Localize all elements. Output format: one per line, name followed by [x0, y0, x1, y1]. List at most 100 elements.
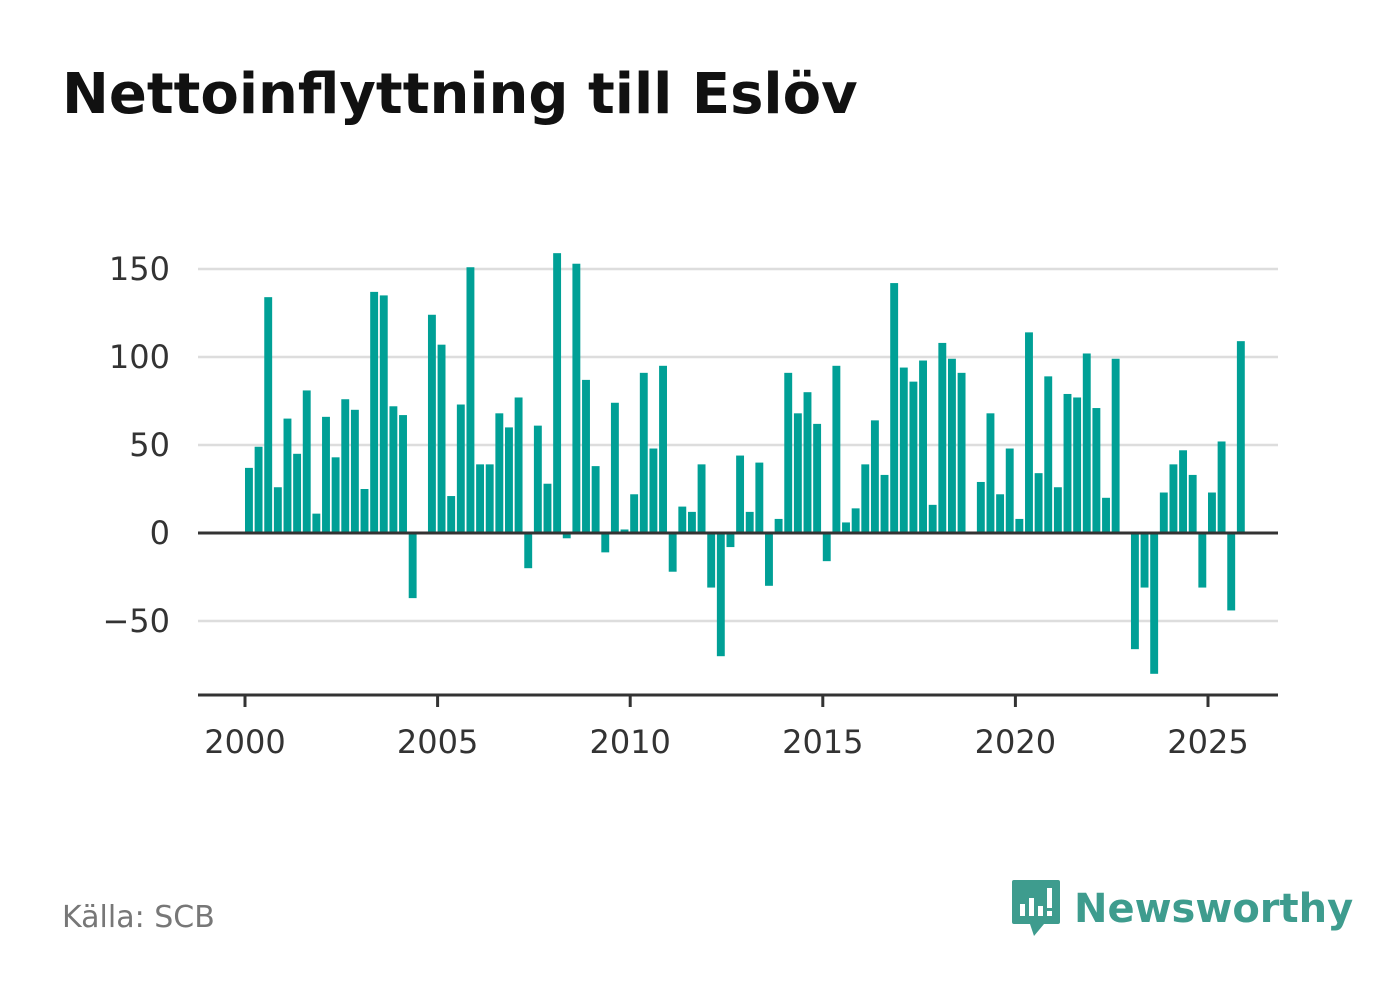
- x-tick-label: 2005: [397, 723, 478, 761]
- bar: [1159, 492, 1168, 533]
- bar: [813, 423, 822, 533]
- x-tick-label: 2010: [589, 723, 670, 761]
- bar: [630, 494, 639, 533]
- bar: [745, 511, 754, 533]
- bar: [447, 496, 456, 533]
- bar: [350, 409, 359, 533]
- y-tick-label: 150: [109, 250, 170, 288]
- bar: [803, 392, 812, 533]
- bar: [1073, 397, 1082, 533]
- bar: [524, 533, 533, 569]
- x-tick-label: 2025: [1167, 723, 1248, 761]
- bar: [842, 522, 850, 533]
- brand-logo: Newsworthy: [1010, 878, 1353, 940]
- bar: [986, 413, 995, 533]
- bar: [1092, 408, 1101, 533]
- chart-title: Nettoinflyttning till Eslöv: [62, 62, 858, 127]
- bar: [505, 427, 513, 533]
- bar: [668, 533, 677, 572]
- x-tick-label: 2015: [782, 723, 863, 761]
- bar: [880, 474, 889, 533]
- bar: [399, 415, 407, 533]
- bar: [909, 381, 918, 533]
- bar: [456, 404, 465, 533]
- bar: [341, 399, 350, 533]
- bar: [1208, 492, 1216, 533]
- bar: [1111, 358, 1120, 533]
- bar: [1053, 487, 1062, 533]
- bar: [601, 533, 610, 553]
- axes: [198, 531, 1278, 707]
- bar: [1179, 450, 1188, 533]
- bar: [476, 464, 485, 533]
- bar: [370, 291, 379, 533]
- bar: [1102, 497, 1110, 533]
- y-tick-label: 100: [109, 338, 170, 376]
- bar: [553, 253, 562, 533]
- newsworthy-logo-icon: [1012, 880, 1060, 936]
- bar: [687, 511, 696, 533]
- bars: [245, 253, 1245, 674]
- bar: [302, 390, 311, 533]
- bar: [996, 494, 1005, 533]
- bar: [273, 487, 282, 533]
- bar: [610, 402, 619, 533]
- bar: [1217, 441, 1226, 533]
- bar: [1063, 393, 1072, 533]
- bar: [976, 481, 985, 533]
- bar: [832, 365, 841, 533]
- bar: [1034, 473, 1043, 533]
- bar: [659, 365, 667, 533]
- bar: [1140, 533, 1149, 588]
- bar: [755, 462, 764, 533]
- bar: [293, 453, 302, 533]
- bar: [726, 533, 735, 548]
- bar: [360, 489, 369, 533]
- bar: [1082, 353, 1091, 533]
- bar: [1130, 533, 1139, 650]
- bar: [899, 367, 908, 533]
- bar: [437, 344, 446, 533]
- y-tick-label: 50: [129, 426, 170, 464]
- bar: [678, 506, 687, 533]
- bar: [1150, 533, 1159, 674]
- bar: [495, 413, 504, 533]
- source-label: Källa: SCB: [62, 900, 215, 935]
- bar: [379, 295, 388, 533]
- bar: [1188, 474, 1197, 533]
- bar: [322, 416, 330, 533]
- y-tick-label: −50: [102, 602, 170, 640]
- bar: [707, 533, 716, 588]
- bar: [919, 360, 927, 533]
- y-tick-label: 0: [150, 514, 170, 552]
- bar: [466, 267, 475, 533]
- bar: [697, 464, 706, 533]
- bar: [312, 513, 321, 533]
- bar: [1236, 341, 1245, 533]
- bar: [582, 379, 590, 533]
- bar: [716, 533, 725, 657]
- bar: [649, 448, 658, 533]
- bar: [784, 372, 793, 533]
- bar: [1169, 464, 1178, 533]
- bar: [245, 467, 253, 533]
- tick-labels: −50 0 50 100 150 2000 2005 2010 2015 2020 2025: [102, 250, 1248, 761]
- bar: [514, 397, 523, 533]
- bar: [928, 504, 937, 533]
- bar: [947, 358, 956, 533]
- bar: [1025, 332, 1033, 533]
- bar: [938, 342, 947, 533]
- bar: [331, 457, 340, 533]
- bar: [620, 529, 629, 533]
- bar: [861, 464, 870, 533]
- bar: [774, 518, 783, 533]
- bar: [736, 455, 745, 533]
- bar: [572, 263, 581, 533]
- bar: [639, 372, 648, 533]
- bar: [264, 297, 273, 533]
- bar: [591, 466, 600, 533]
- bar: [765, 533, 773, 586]
- bar: [870, 420, 879, 533]
- bar: [1227, 533, 1236, 611]
